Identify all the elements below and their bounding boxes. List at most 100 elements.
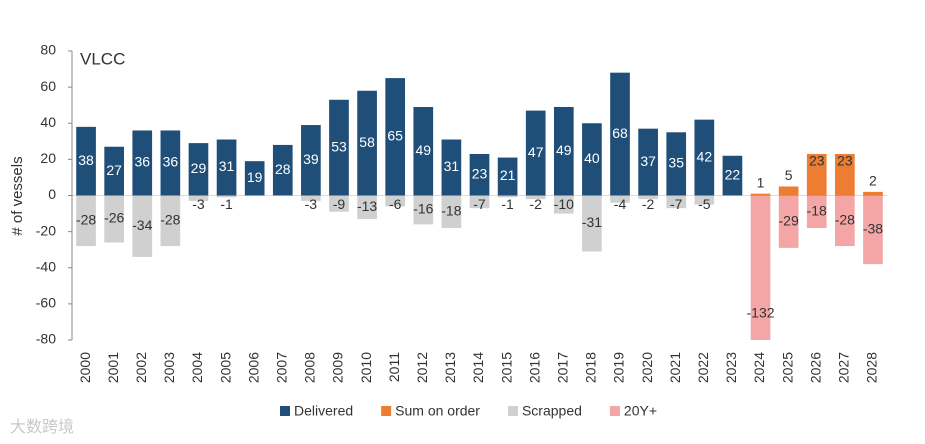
bar [638, 195, 658, 200]
bar [244, 161, 265, 196]
bar [666, 195, 687, 209]
data-label: -5 [698, 196, 711, 212]
y-axis-label: # of vessels [9, 156, 26, 235]
x-tick-label: 2012 [414, 352, 430, 383]
legend-swatch [609, 406, 620, 416]
data-label: 35 [668, 155, 684, 171]
data-label: -31 [582, 214, 602, 230]
data-label: -18 [441, 202, 461, 218]
data-label: -4 [614, 196, 627, 212]
x-tick-label: 2017 [555, 352, 571, 383]
bar [329, 195, 349, 212]
bar [216, 139, 237, 196]
x-tick-label: 2013 [442, 352, 458, 383]
data-label: -18 [807, 202, 827, 218]
chart-title: VLCC [80, 49, 125, 68]
bar [385, 78, 406, 196]
data-label: 5 [785, 167, 793, 183]
data-label: 21 [500, 167, 516, 183]
bar [76, 126, 96, 196]
data-label: 1 [757, 174, 765, 190]
data-label: 49 [416, 142, 432, 158]
x-tick-label: 2021 [667, 352, 683, 383]
data-label: 23 [472, 165, 488, 181]
y-tick-label: 60 [40, 78, 56, 94]
bar [216, 195, 237, 198]
data-label: -132 [747, 305, 775, 321]
bar [694, 195, 715, 205]
data-label: 38 [78, 152, 94, 168]
x-tick-label: 2027 [836, 352, 852, 383]
data-label: -10 [554, 196, 574, 212]
bar [357, 195, 377, 219]
bar [357, 90, 377, 196]
bar [413, 195, 434, 225]
x-tick-label: 2003 [161, 352, 177, 383]
data-label: 27 [106, 162, 122, 178]
bar [160, 195, 181, 247]
data-label: 31 [444, 158, 460, 174]
plot-area [76, 72, 883, 340]
x-tick-label: 2010 [358, 352, 374, 383]
bar [413, 106, 434, 196]
data-label: 29 [191, 160, 207, 176]
data-label: 37 [640, 153, 656, 169]
bar [750, 195, 771, 340]
x-tick-label: 2008 [302, 352, 318, 383]
data-label: 23 [837, 153, 853, 169]
x-tick-label: 2028 [864, 352, 880, 383]
bar [104, 195, 124, 243]
data-label: -28 [835, 211, 855, 227]
data-label: -2 [529, 196, 542, 212]
bar [863, 195, 883, 265]
x-tick-label: 2024 [751, 352, 767, 383]
y-tick-label: 20 [40, 150, 56, 166]
data-label: -38 [863, 221, 883, 237]
x-tick-label: 2023 [723, 352, 739, 383]
bar [301, 195, 321, 201]
x-tick-label: 2019 [611, 352, 627, 383]
data-label: 19 [247, 169, 263, 185]
bar [441, 195, 462, 229]
bar [863, 191, 883, 196]
x-tick-label: 2006 [245, 352, 261, 383]
data-label: 42 [697, 148, 713, 164]
x-tick-label: 2011 [386, 352, 402, 382]
x-tick-label: 2020 [639, 352, 655, 383]
data-label: -28 [160, 211, 180, 227]
x-tick-label: 2015 [498, 352, 514, 383]
x-tick-label: 2009 [330, 352, 346, 383]
bar [525, 110, 546, 196]
data-label: 68 [612, 125, 628, 141]
bar [694, 119, 715, 196]
bar [638, 128, 658, 196]
bar [553, 106, 574, 196]
bar [582, 195, 602, 252]
y-tick-label: 80 [40, 42, 56, 58]
bar [835, 153, 855, 196]
y-tick-label: -80 [36, 331, 56, 347]
data-label: 36 [134, 154, 150, 170]
x-tick-label: 2000 [77, 352, 93, 383]
data-label: 36 [163, 154, 179, 170]
bar [301, 125, 321, 196]
bar [582, 123, 602, 196]
data-label: -34 [132, 217, 152, 233]
data-label: 47 [528, 144, 544, 160]
bar [76, 195, 96, 247]
bar [778, 186, 799, 196]
bar [497, 195, 518, 198]
watermark: 大数跨境 [10, 417, 74, 436]
data-label: 28 [275, 161, 291, 177]
bar [497, 157, 518, 196]
x-tick-label: 2016 [526, 352, 542, 383]
data-label: -1 [501, 196, 514, 212]
data-label: 65 [387, 128, 403, 144]
legend-swatch [280, 406, 290, 416]
data-label: -2 [642, 196, 655, 212]
bar [469, 195, 490, 209]
data-label: -16 [413, 201, 433, 217]
bar [329, 99, 349, 196]
y-tick-label: -60 [36, 295, 56, 311]
data-label: -7 [473, 196, 486, 212]
